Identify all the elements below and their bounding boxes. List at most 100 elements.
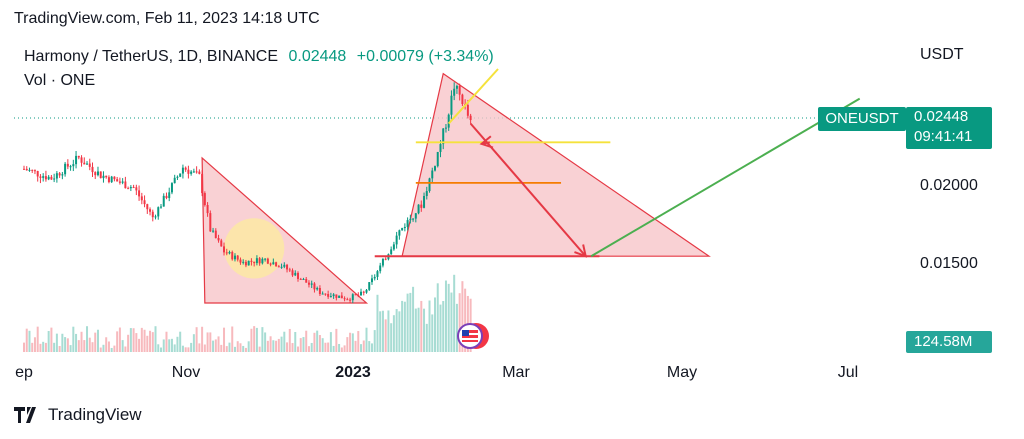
- volume-bar: [258, 346, 261, 352]
- candle-body: [212, 230, 215, 232]
- candle-body: [72, 164, 75, 167]
- candle-body: [113, 176, 116, 180]
- volume-bar: [214, 339, 217, 352]
- volume-bar: [201, 326, 204, 352]
- candle-body: [360, 291, 363, 296]
- candle-body: [255, 258, 258, 264]
- candle-body: [431, 170, 434, 179]
- volume-bar: [310, 342, 313, 352]
- candle-body: [324, 293, 327, 295]
- volume-bar: [242, 345, 245, 352]
- symbol-price-tag: ONEUSDT: [818, 107, 906, 131]
- candle-body: [173, 177, 176, 184]
- drawings-front: [374, 68, 861, 258]
- candle-body: [362, 291, 365, 293]
- candle-body: [423, 195, 426, 208]
- candle-body: [179, 173, 182, 177]
- candle-body: [94, 172, 97, 176]
- volume-bar: [255, 327, 258, 352]
- symbol-legend[interactable]: Harmony / TetherUS, 1D, BINANCE 0.02448 …: [24, 48, 494, 66]
- candle-body: [247, 260, 250, 266]
- flag-icon[interactable]: [457, 323, 489, 349]
- candle-body: [310, 283, 313, 285]
- candle-body: [138, 190, 141, 197]
- volume-bar: [288, 328, 291, 352]
- candle-body: [118, 181, 121, 183]
- volume-bar: [146, 335, 149, 352]
- candle-body: [264, 258, 267, 260]
- volume-bar: [80, 331, 83, 352]
- candle-body: [66, 163, 69, 167]
- volume-bar: [461, 281, 464, 352]
- volume-bars: [23, 274, 472, 352]
- candle-body: [291, 270, 294, 276]
- volume-bar: [286, 342, 289, 352]
- candle-body: [428, 178, 431, 192]
- volume-bar: [244, 347, 247, 352]
- candle-body: [121, 181, 124, 183]
- candle-body: [357, 294, 360, 296]
- volume-bar: [42, 341, 45, 352]
- candle-body: [165, 195, 168, 199]
- volume-bar: [223, 327, 226, 352]
- candle-body: [239, 259, 242, 263]
- volume-bar: [417, 307, 420, 352]
- candle-body: [288, 269, 291, 271]
- volume-bar: [357, 331, 360, 352]
- candle-body: [466, 105, 469, 116]
- candle-body: [190, 171, 193, 174]
- candle-body: [36, 171, 39, 177]
- candle-body: [321, 293, 324, 295]
- candle-body: [250, 260, 253, 262]
- volume-bar: [277, 338, 280, 352]
- candle-body: [244, 261, 247, 266]
- candle-body: [318, 287, 321, 294]
- volume-bar: [464, 288, 467, 352]
- candle-body: [365, 289, 368, 293]
- volume-bar: [154, 326, 157, 352]
- volume-bar: [181, 345, 184, 352]
- volume-bar: [140, 327, 143, 352]
- time-tick-label: Mar: [502, 364, 530, 381]
- volume-bar: [55, 333, 58, 352]
- candle-body: [266, 258, 269, 264]
- candle-body: [340, 295, 343, 299]
- candle-body: [129, 187, 132, 189]
- volume-bar: [64, 337, 67, 352]
- candle-body: [223, 246, 226, 253]
- volume-bar: [379, 311, 382, 352]
- volume-bar: [455, 303, 458, 352]
- candle-body: [381, 258, 384, 266]
- volume-bar: [395, 309, 398, 352]
- volume-bar: [423, 308, 426, 352]
- volume-bar: [351, 333, 354, 352]
- volume-bar: [307, 346, 310, 352]
- time-tick-label: 2023: [335, 364, 371, 381]
- volume-bar: [94, 332, 97, 352]
- volume-bar: [203, 344, 206, 352]
- candle-body: [201, 173, 204, 194]
- volume-legend[interactable]: Vol · ONE: [24, 72, 96, 89]
- candle-body: [395, 235, 398, 245]
- brand-logo[interactable]: TradingView: [14, 405, 142, 425]
- candle-body: [80, 157, 83, 163]
- candle-body: [338, 295, 341, 298]
- volume-bar: [327, 342, 330, 352]
- candle-body: [332, 294, 335, 297]
- candle-body: [277, 266, 280, 268]
- candle-body: [69, 166, 72, 168]
- volume-bar: [425, 323, 428, 352]
- volume-bar: [66, 338, 69, 352]
- volume-bar: [228, 342, 231, 352]
- volume-bar: [299, 338, 302, 352]
- volume-bar: [165, 331, 168, 352]
- volume-bar: [412, 286, 415, 352]
- last-price-tag-value: 0.02448: [914, 108, 969, 125]
- candle-body: [384, 258, 387, 260]
- volume-bar: [110, 347, 113, 352]
- candle-body: [132, 187, 135, 189]
- volume-bar: [318, 335, 321, 352]
- candle-body: [55, 173, 58, 179]
- volume-bar: [247, 341, 250, 352]
